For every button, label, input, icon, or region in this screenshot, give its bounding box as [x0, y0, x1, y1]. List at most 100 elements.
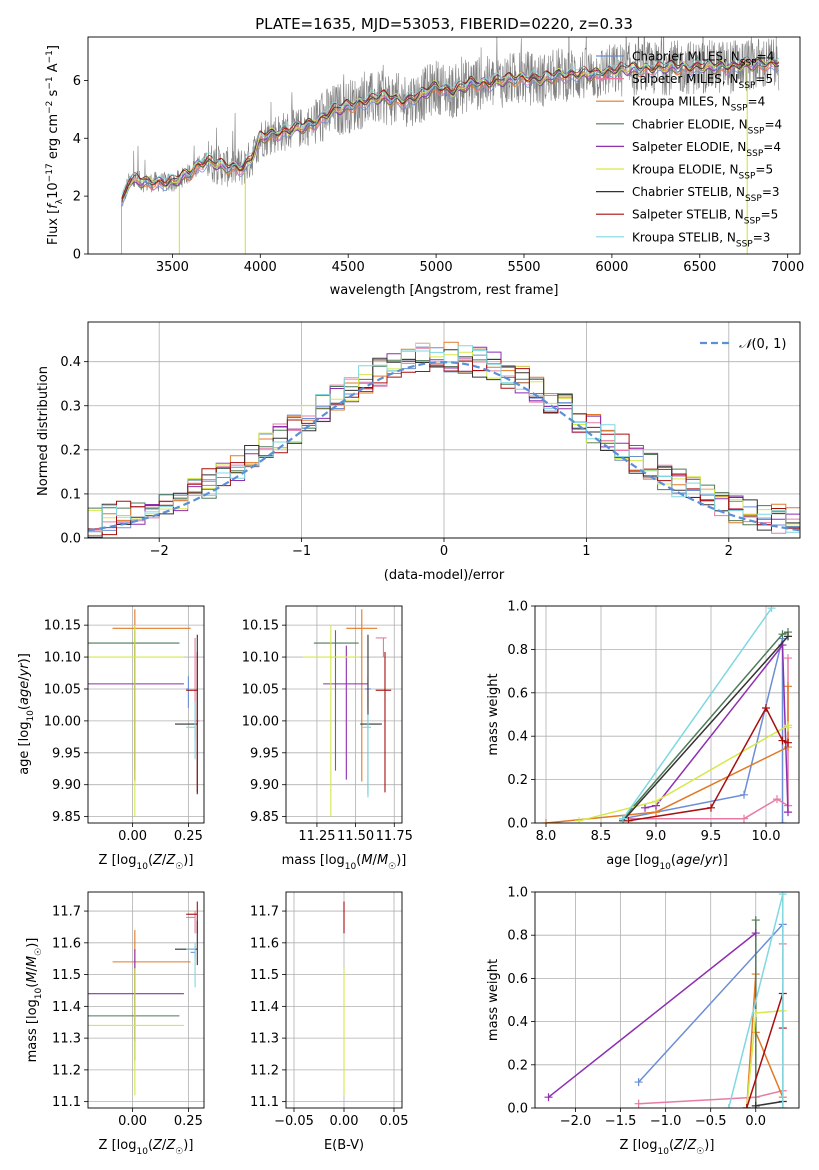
- y-tick-label: 0.3: [60, 399, 81, 414]
- weight-marker: [778, 819, 787, 823]
- axes-weight-vs-age: 8.0 8.5 9.0 9.5 10.0 0.0 0.2 0.4 0.6 0.8 1.0 mass w…: [486, 600, 800, 872]
- x-tick-label: −0.5: [695, 1114, 727, 1129]
- weight-marker: [778, 630, 787, 639]
- weight-marker: [778, 1104, 787, 1108]
- x-tick-label: 10.0: [752, 829, 781, 844]
- axes-frame: [87, 605, 205, 824]
- y-tick-label: 9.95: [52, 746, 81, 761]
- plot-area-mass-vs-Z: [88, 901, 198, 1096]
- x-tick-label: 4500: [332, 260, 365, 275]
- x-tick-label: 6500: [683, 260, 716, 275]
- y-tick-label: 10.15: [242, 619, 279, 634]
- y-tick-label: 11.5: [52, 968, 81, 983]
- legend-entry: Kroupa MILES, NSSP=4: [632, 95, 765, 114]
- y-tick-label: 11.2: [250, 1063, 279, 1078]
- weight-marker: [762, 703, 770, 712]
- weight-marker: [773, 795, 781, 804]
- x-tick-label: 3500: [156, 260, 189, 275]
- x-tick-label: 0.0: [745, 1114, 766, 1129]
- x-tick-label: 0.00: [330, 1114, 359, 1129]
- y-tick-label: 1.0: [507, 886, 528, 901]
- legend-entry: Salpeter STELIB, NSSP=5: [632, 208, 778, 227]
- weight-marker: [784, 723, 792, 732]
- y-axis-label: mass [log10(M/M☉)]: [25, 938, 44, 1063]
- weight-marker: [542, 819, 550, 823]
- weight-marker: [751, 916, 760, 925]
- x-axis-label: E(B-V): [324, 1138, 364, 1153]
- weight-line: [622, 607, 773, 820]
- y-tick-label: 10.00: [242, 714, 279, 729]
- y-tick-label: 0.6: [507, 972, 528, 987]
- plot-area-weight-vs-age: [542, 606, 792, 823]
- y-tick-label: 9.90: [250, 778, 279, 793]
- weight-line: [622, 635, 789, 822]
- model-fit-line: [121, 56, 780, 202]
- normal-curve: [88, 360, 800, 532]
- x-tick-label: 1: [582, 544, 590, 559]
- weight-marker: [778, 892, 787, 899]
- x-tick-label: 9.0: [646, 829, 667, 844]
- y-tick-label: 0.8: [507, 643, 528, 658]
- weight-line: [622, 631, 789, 820]
- x-tick-label: 11.50: [337, 829, 374, 844]
- legend-entry: Kroupa STELIB, NSSP=3: [632, 230, 770, 249]
- weight-line: [548, 932, 757, 1098]
- x-axis-label: wavelength [Angstrom, rest frame]: [330, 283, 559, 298]
- y-tick-label: 11.1: [52, 1095, 81, 1110]
- y-tick-label: 11.6: [250, 936, 279, 951]
- weight-marker: [740, 790, 748, 799]
- axes-age-vs-Z: 0.00 0.25 9.85 9.90 9.95 10.00 10.05 10.10 10.15…: [17, 605, 205, 872]
- x-tick-label: 0.00: [118, 829, 147, 844]
- weight-line: [545, 686, 789, 823]
- y-axis-label: Normed distribution: [36, 366, 51, 496]
- y-tick-label: 11.4: [250, 1000, 279, 1015]
- plot-area-residuals: [88, 341, 800, 538]
- x-tick-label: 11.75: [376, 829, 413, 844]
- weight-marker: [784, 632, 792, 641]
- x-tick-label: −1.5: [605, 1114, 637, 1129]
- weight-line: [622, 638, 784, 823]
- y-tick-label: 10.10: [242, 651, 279, 666]
- y-tick-label: 0.4: [507, 1015, 528, 1030]
- x-tick-label: 4000: [244, 260, 277, 275]
- weight-marker: [778, 736, 787, 745]
- y-tick-label: 0.2: [507, 773, 528, 788]
- legend: Chabrier MILES, NSSP=4 Salpeter MILES, NS…: [596, 50, 782, 249]
- axes-frame: [87, 891, 205, 1109]
- weight-marker: [784, 808, 792, 817]
- weight-marker: [767, 606, 776, 613]
- axes-frame: [534, 605, 800, 824]
- x-tick-label: 0.05: [380, 1114, 409, 1129]
- y-axis-label: age [log10(age/yr)]: [17, 653, 36, 775]
- weight-marker: [707, 803, 715, 812]
- weight-marker: [724, 1104, 733, 1108]
- y-tick-label: 6: [73, 74, 81, 89]
- y-tick-label: 0.2: [507, 1058, 528, 1073]
- weight-marker: [641, 803, 649, 812]
- x-tick-label: 0.25: [174, 1114, 203, 1129]
- x-tick-label: 8.5: [591, 829, 612, 844]
- legend-entry: Salpeter MILES, NSSP=5: [632, 72, 773, 91]
- y-tick-label: 11.1: [250, 1095, 279, 1110]
- y-tick-label: 10.05: [242, 682, 279, 697]
- x-tick-label: −1.0: [650, 1114, 682, 1129]
- axes-mass-vs-EBV: −0.05 0.00 0.05 11.1 11.2 11.3 11.4 11.5 11.6 11.…: [250, 891, 409, 1153]
- y-tick-label: 0.0: [507, 817, 528, 832]
- x-tick-label: 6000: [595, 260, 628, 275]
- axes-age-vs-mass: 11.25 11.50 11.75 9.85 9.90 9.95 10.00 10.05 10.…: [242, 605, 413, 872]
- weight-marker: [575, 816, 583, 823]
- weight-marker: [742, 1104, 751, 1108]
- x-tick-label: 11.25: [298, 829, 335, 844]
- x-tick-label: −2: [150, 544, 169, 559]
- plot-area-spectrum: [121, 37, 780, 254]
- y-axis-label: mass weight: [486, 673, 501, 755]
- axes-frame: [87, 36, 801, 255]
- y-tick-label: 11.2: [52, 1063, 81, 1078]
- y-axis-label: Flux [fλ10−17 erg cm−2 s−1 A−1]: [45, 45, 65, 245]
- x-axis-label: mass [log10(M/M☉)]: [282, 853, 407, 872]
- x-axis-label: Z [log10(Z/Z☉)]: [99, 853, 194, 872]
- x-tick-label: −1: [292, 544, 311, 559]
- y-tick-label: 11.3: [250, 1032, 279, 1047]
- weight-line: [644, 643, 789, 813]
- x-tick-label: 0: [440, 544, 448, 559]
